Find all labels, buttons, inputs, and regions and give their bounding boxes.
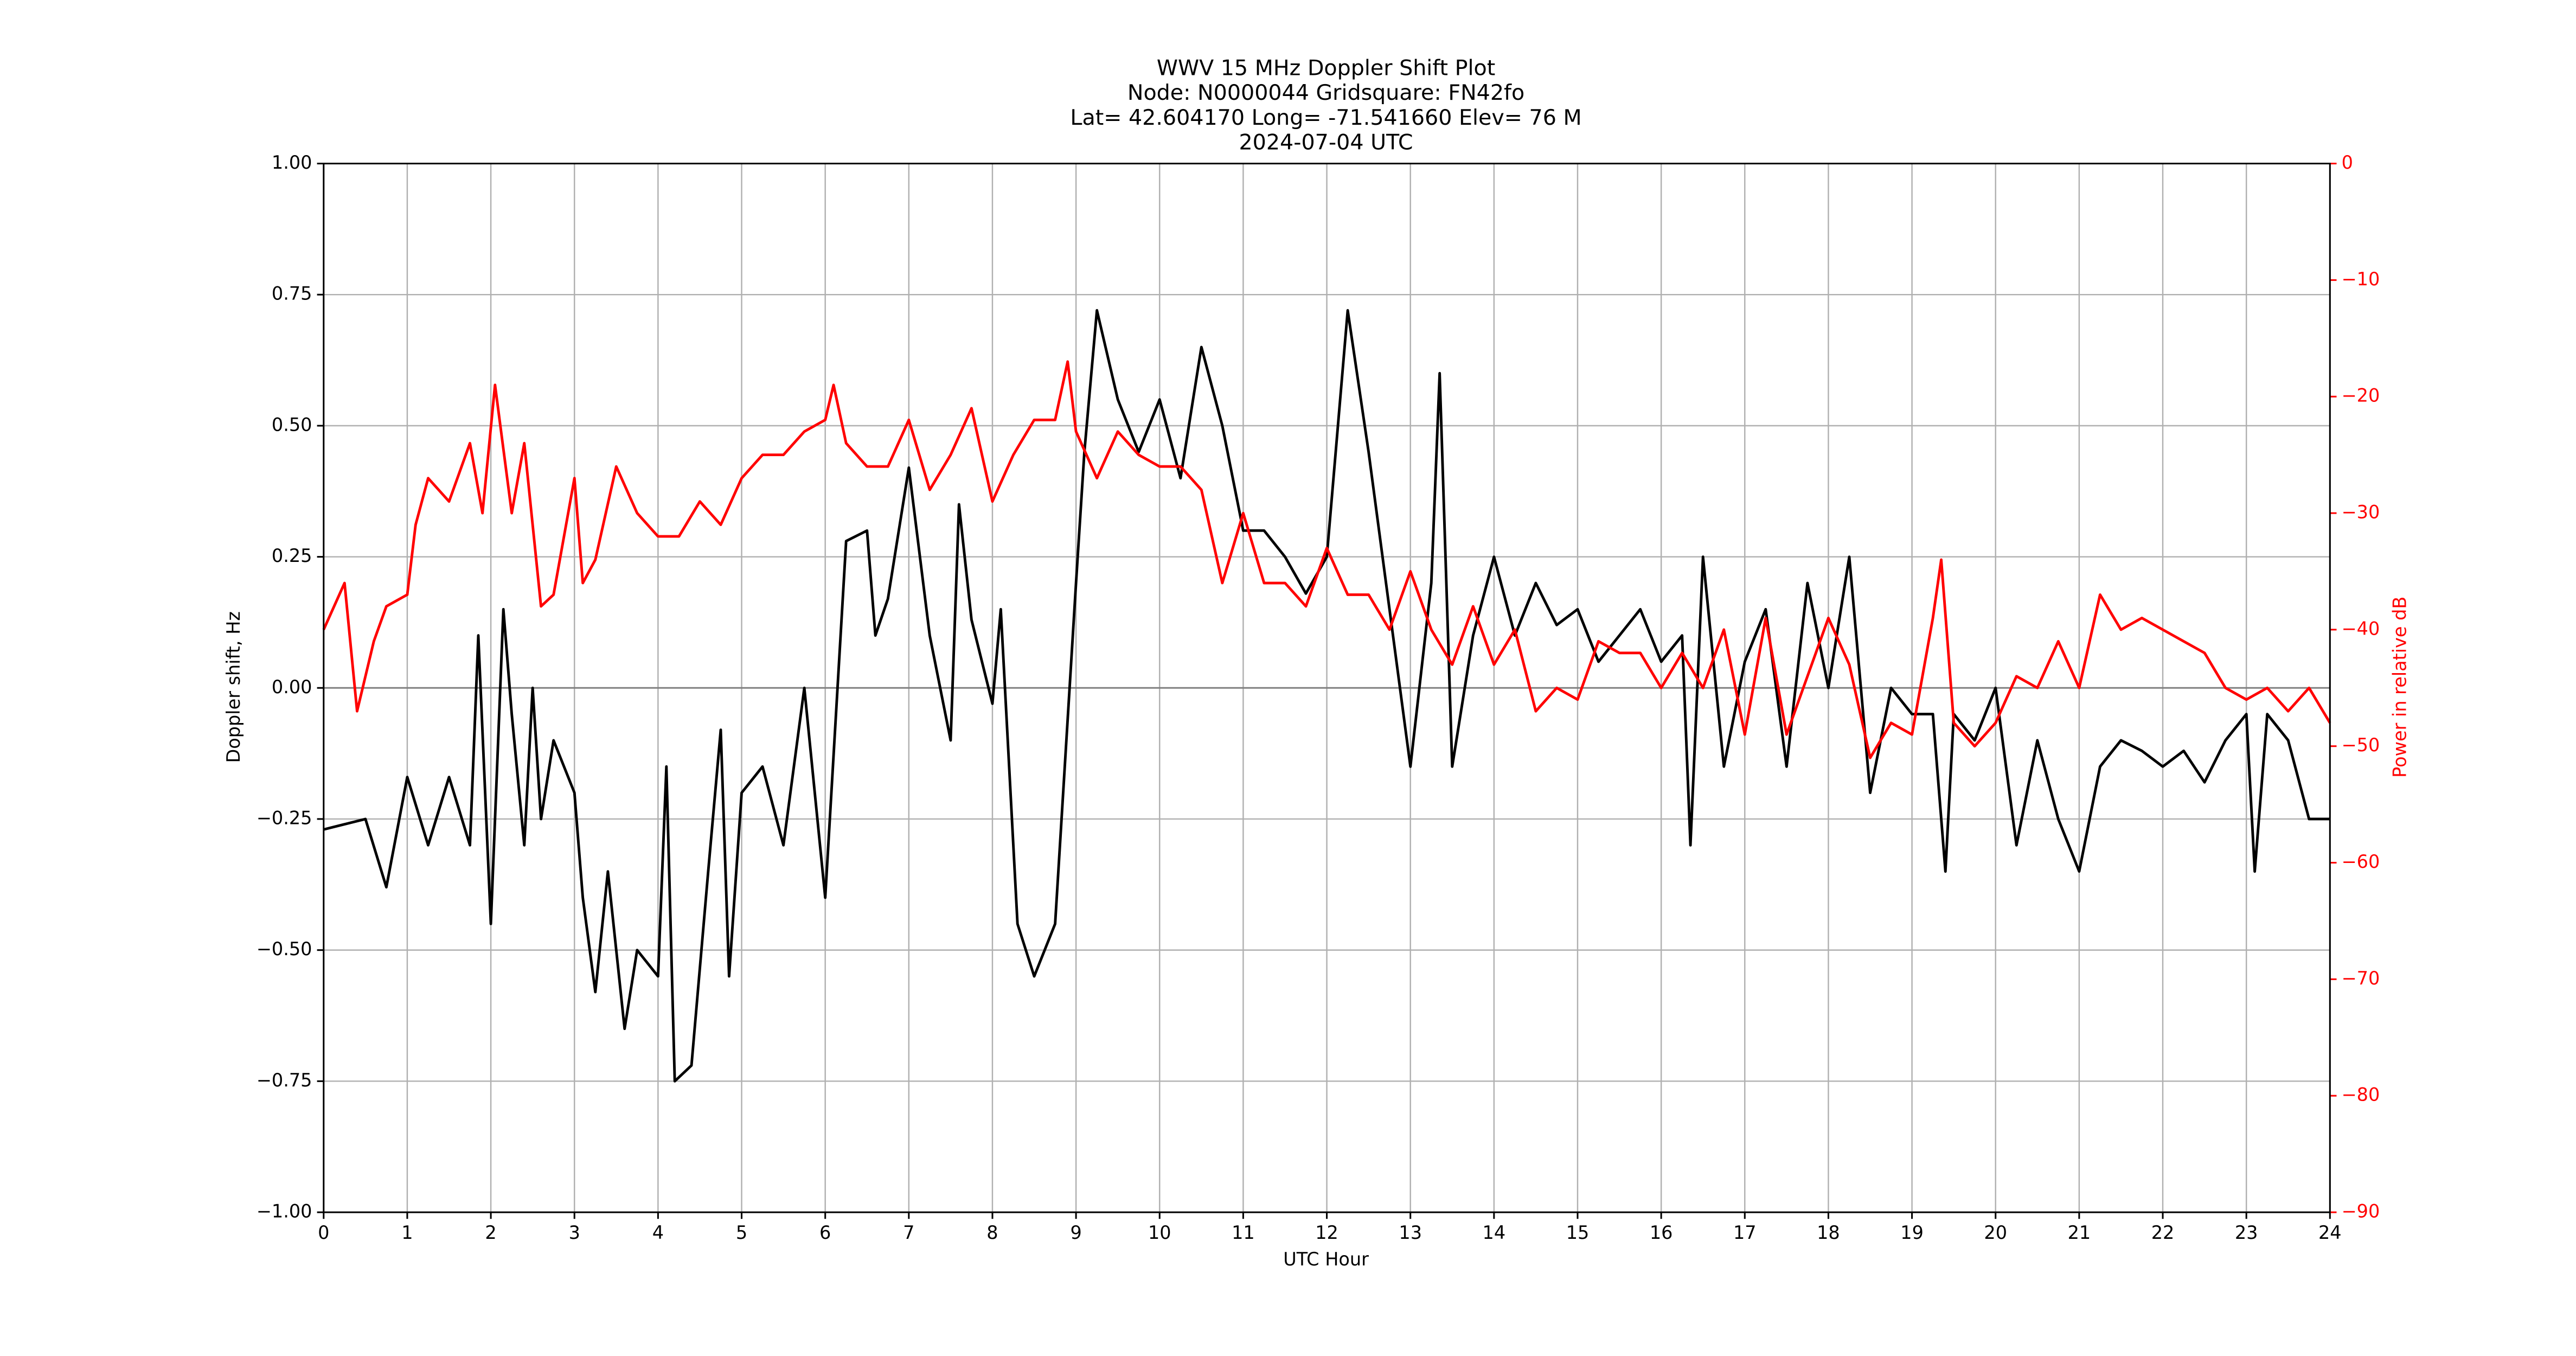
y-tick-label: −0.25 [257,807,312,828]
x-tick-label: 18 [1817,1222,1840,1243]
x-axis-label: UTC Hour [1283,1249,1369,1270]
x-tick-label: 2 [485,1222,496,1243]
x-tick-label: 12 [1315,1222,1338,1243]
x-tick-label: 8 [986,1222,998,1243]
x-tick-label: 7 [903,1222,914,1243]
x-tick-label: 23 [2235,1222,2258,1243]
plot-frame [323,163,2331,1213]
x-tick-label: 5 [736,1222,747,1243]
x-tick-label: 6 [819,1222,831,1243]
x-tick-label: 14 [1483,1222,1506,1243]
x-tick-label: 24 [2318,1222,2342,1243]
y-tick-label: −0.75 [257,1070,312,1091]
x-tick-label: 0 [318,1222,329,1243]
chart-title: WWV 15 MHz Doppler Shift Plot [1157,55,1495,80]
x-tick-label: 21 [2068,1222,2091,1243]
y2-tick-label: −30 [2342,502,2380,523]
x-tick-label: 3 [569,1222,580,1243]
x-tick-label: 20 [1984,1222,2007,1243]
y2-tick-label: −20 [2342,385,2380,406]
y2-tick-label: 0 [2342,152,2353,173]
x-tick-label: 13 [1399,1222,1422,1243]
y-tick-label: 0.75 [272,283,312,304]
y2-tick-label: −10 [2342,268,2380,290]
data-line [322,360,2331,759]
chart-title: 2024-07-04 UTC [1239,130,1413,155]
y2-axis-label: Power in relative dB [2389,597,2411,778]
x-tick-label: 19 [1900,1222,1924,1243]
x-tick-label: 4 [652,1222,664,1243]
x-tick-label: 11 [1232,1222,1255,1243]
y-tick-label: 0.50 [272,414,312,435]
y-tick-label: −1.00 [257,1201,312,1222]
x-tick-label: 1 [401,1222,413,1243]
y2-tick-label: −90 [2342,1201,2380,1222]
chart-title: Node: N0000044 Gridsquare: FN42fo [1127,80,1524,105]
x-tick-label: 9 [1070,1222,1081,1243]
y2-tick-label: −50 [2342,734,2380,756]
y-tick-label: 0.00 [272,676,312,698]
y2-tick-label: −60 [2342,851,2380,872]
x-tick-label: 15 [1566,1222,1590,1243]
x-tick-label: 10 [1148,1222,1171,1243]
y-tick-label: 0.25 [272,545,312,566]
x-tick-label: 22 [2151,1222,2175,1243]
y2-tick-label: −80 [2342,1084,2380,1105]
y2-tick-label: −70 [2342,968,2380,989]
y2-tick-label: −40 [2342,618,2380,639]
y-axis-label: Doppler shift, Hz [223,611,244,763]
data-line [323,309,2330,1083]
chart-title: Lat= 42.604170 Long= -71.541660 Elev= 76… [1070,105,1581,130]
y-tick-label: 1.00 [272,152,312,173]
x-tick-label: 16 [1650,1222,1673,1243]
y-tick-label: −0.50 [257,938,312,960]
x-tick-label: 17 [1733,1222,1757,1243]
